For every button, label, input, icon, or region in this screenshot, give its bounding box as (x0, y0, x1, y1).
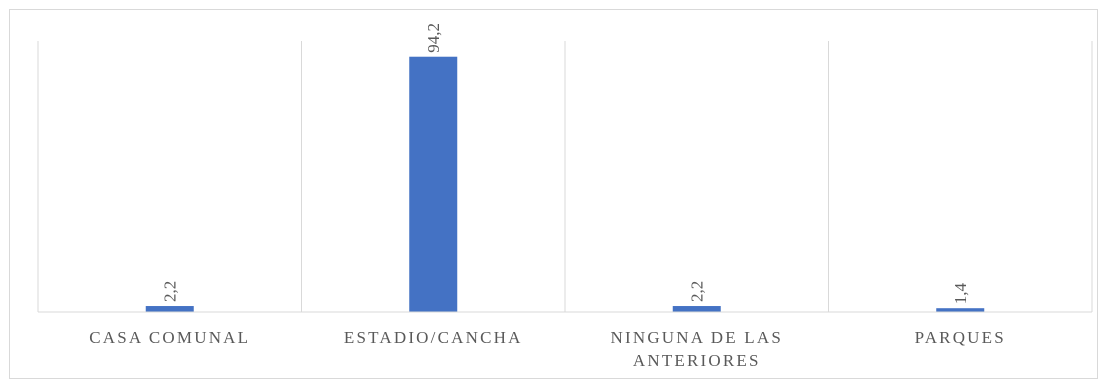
data-label-4: 1,4 (951, 282, 970, 304)
bar-3 (672, 306, 721, 312)
category-label-4: PARQUES (915, 328, 1006, 347)
chart-frame (9, 9, 1098, 379)
category-label-2: ESTADIO/CANCHA (344, 328, 523, 347)
data-label-1: 2,2 (161, 281, 180, 302)
bar-4 (936, 308, 985, 312)
category-label-3-line-2: ANTERIORES (633, 351, 761, 370)
data-label-2: 94,2 (424, 23, 443, 53)
data-label-3: 2,2 (688, 281, 707, 302)
category-label-3-line-1: NINGUNA DE LAS (611, 328, 783, 347)
bar-1 (145, 306, 194, 312)
bar-2 (409, 56, 458, 312)
category-label-1: CASA COMUNAL (89, 328, 250, 347)
